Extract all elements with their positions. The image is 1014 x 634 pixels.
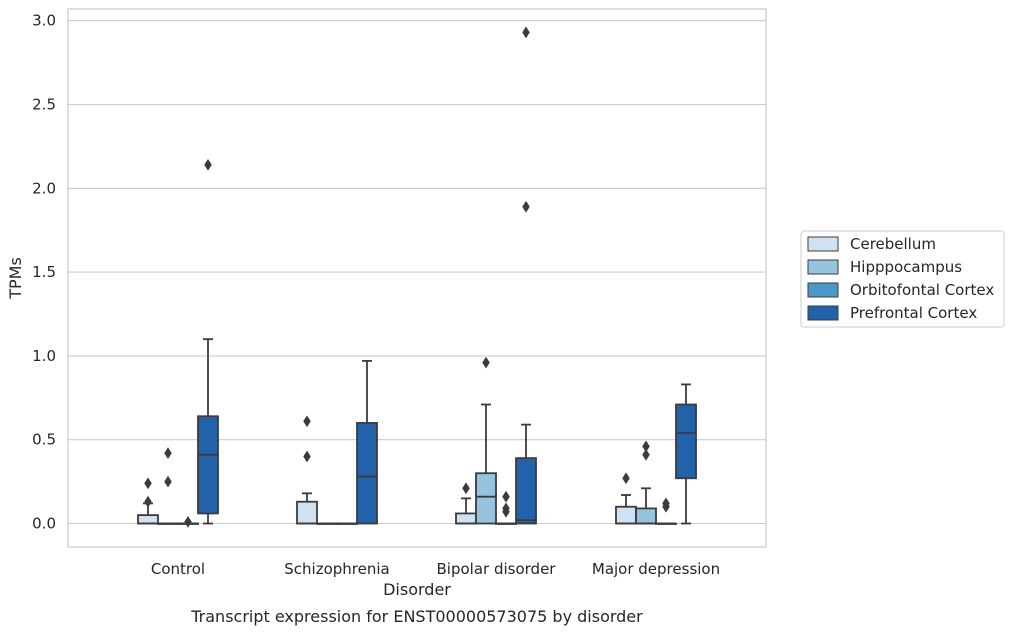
outlier-point [144,477,152,490]
legend-label: Cerebellum [850,235,936,253]
box-body [675,403,697,480]
box-0-3 [615,472,637,525]
outlier-point [502,505,510,518]
x-tick-label: Major depression [592,560,720,578]
box-body [197,415,219,515]
y-tick-label: 0.0 [32,515,56,533]
box-3-2 [515,26,537,525]
legend-items: Cerebellum Hipppocampus Orbitofontal Corte… [807,235,994,322]
x-tick-label: Schizophrenia [284,560,389,578]
y-tick-label: 2.0 [32,179,56,197]
y-axis-label: TPMs [6,257,25,300]
outlier-point [144,495,152,508]
outlier-point [164,447,172,460]
outlier-point [622,472,630,485]
legend: Cerebellum Hipppocampus Orbitofontal Corte… [800,230,1005,328]
box-0-1 [296,415,318,525]
outlier-point [642,448,650,461]
legend-frame [800,230,1005,328]
box-body [475,472,497,525]
legend-swatch [807,259,839,275]
box-body [137,514,159,525]
legend-label: Orbitofontal Cortex [850,281,994,299]
y-tick-label: 1.5 [32,263,56,281]
box-3-1 [356,360,378,525]
chart-caption: Transcript expression for ENST0000057307… [190,607,643,626]
y-tick-label: 1.0 [32,347,56,365]
outlier-point [522,200,530,213]
box-0-0 [137,477,159,525]
box-1-2 [475,356,497,525]
y-tick-label: 0.5 [32,431,56,449]
box-body [515,457,537,525]
outlier-point [462,482,470,495]
outlier-point [662,500,670,513]
box-2-0 [177,515,199,528]
box-1-0 [157,447,179,525]
box-body [356,422,378,525]
y-tick-label: 2.5 [32,96,56,114]
boxes [137,26,697,528]
x-axis-label: Disorder [383,580,451,599]
box-3-3 [675,383,697,525]
y-tick-label: 3.0 [32,12,56,30]
box-body [615,505,637,525]
outlier-point [204,158,212,171]
x-tick-labels: Control Schizophrenia Bipolar disorder Majo… [151,560,720,578]
legend-label: Hipppocampus [850,258,962,276]
outlier-point [164,475,172,488]
box-2-3 [655,497,677,525]
box-1-3 [635,440,657,525]
legend-swatch [807,305,839,321]
outlier-point [303,450,311,463]
y-tick-labels: 0.0 0.5 1.0 1.5 2.0 2.5 3.0 [32,12,56,533]
outlier-point [303,415,311,428]
outlier-point [502,490,510,503]
box-2-2 [495,490,517,525]
x-tick-label: Bipolar disorder [437,560,557,578]
box-1-1 [316,522,338,525]
legend-label: Prefrontal Cortex [850,304,977,322]
box-body [635,507,657,525]
grid-lines [68,20,766,525]
box-2-1 [336,522,358,525]
plot-area-frame [67,8,767,548]
x-tick-label: Control [151,560,205,578]
legend-swatch [807,236,839,252]
box-body [296,500,318,525]
box-3-0 [197,158,219,525]
outlier-point [184,515,192,528]
legend-swatch [807,282,839,298]
outlier-point [482,356,490,369]
outlier-point [522,26,530,39]
box-body [455,512,477,525]
box-0-2 [455,482,477,525]
